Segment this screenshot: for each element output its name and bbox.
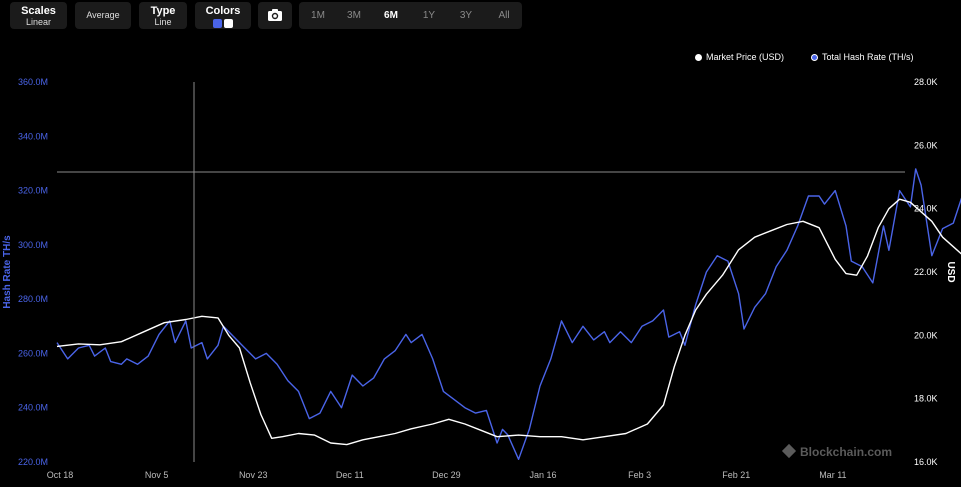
y-right-tick-label: 18.0K	[914, 394, 938, 404]
hash-rate-color-swatch[interactable]	[213, 19, 222, 28]
camera-icon	[268, 9, 282, 21]
y-right-tick-label: 24.0K	[914, 204, 938, 214]
range-1y-button[interactable]: 1Y	[422, 10, 436, 21]
y-left-tick-label: 300.0M	[18, 240, 48, 250]
series-layer	[56, 168, 961, 460]
y-left-tick-label: 260.0M	[18, 348, 48, 358]
market-price-color-swatch[interactable]	[224, 19, 233, 28]
y-left-tick-label: 320.0M	[18, 186, 48, 196]
scales-button[interactable]: Scales Linear	[10, 2, 67, 29]
type-value: Line	[154, 17, 172, 27]
x-tick-label: Oct 18	[47, 470, 74, 480]
hash-rate-series-line	[56, 168, 961, 460]
scales-label: Scales	[21, 5, 56, 17]
x-tick-label: Mar 11	[819, 470, 846, 480]
type-button[interactable]: Type Line	[139, 2, 187, 29]
y-left-tick-label: 280.0M	[18, 294, 48, 304]
x-tick-label: Dec 11	[336, 470, 364, 480]
colors-button[interactable]: Colors	[195, 2, 251, 29]
type-label: Type	[150, 5, 176, 17]
screenshot-button[interactable]	[258, 2, 292, 29]
blockchain-watermark: Blockchain.com	[781, 443, 893, 459]
legend-item-hash-rate[interactable]: Total Hash Rate (TH/s)	[811, 52, 914, 62]
y-axis-right: 16.0K 18.0K 20.0K 22.0K 24.0K 26.0K 28.0K	[914, 77, 938, 467]
x-tick-label: Nov 23	[239, 470, 268, 480]
y-axis-left: 220.0M 240.0M 260.0M 280.0M 300.0M 320.0M 340.…	[18, 77, 48, 467]
chart-toolbar: Scales Linear Average Type Line Colors 1…	[0, 0, 961, 32]
x-tick-label: Feb 21	[722, 470, 750, 480]
watermark-text: Blockchain.com	[800, 445, 893, 459]
x-tick-label: Dec 29	[432, 470, 461, 480]
scales-value: Linear	[25, 17, 52, 27]
y-right-tick-label: 26.0K	[914, 140, 938, 150]
y-axis-left-label: Hash Rate TH/s	[2, 235, 13, 309]
y-right-tick-label: 16.0K	[914, 457, 938, 467]
legend-item-market-price[interactable]: Market Price (USD)	[695, 52, 784, 62]
y-right-tick-label: 22.0K	[914, 267, 938, 277]
y-right-tick-label: 28.0K	[914, 77, 938, 87]
y-right-tick-label: 20.0K	[914, 330, 938, 340]
x-tick-label: Feb 3	[628, 470, 651, 480]
blockchain-logo-icon	[781, 443, 797, 459]
y-left-tick-label: 340.0M	[18, 131, 48, 141]
range-6m-button[interactable]: 6M	[384, 10, 398, 21]
y-axis-right-label: USD	[945, 261, 956, 282]
market-price-series-line	[56, 198, 961, 446]
market-price-legend-dot	[695, 54, 702, 61]
time-range-selector: 1M 3M 6M 1Y 3Y All	[299, 2, 522, 29]
legend-market-price-label: Market Price (USD)	[706, 52, 785, 62]
y-left-tick-label: 220.0M	[18, 457, 48, 467]
range-3m-button[interactable]: 3M	[347, 10, 361, 21]
average-label: Average	[86, 10, 120, 20]
range-all-button[interactable]: All	[498, 10, 510, 21]
colors-label: Colors	[205, 5, 241, 17]
range-1m-button[interactable]: 1M	[311, 10, 325, 21]
x-tick-label: Nov 5	[145, 470, 169, 480]
x-axis: Oct 18 Nov 5 Nov 23 Dec 11 Dec 29 Jan 16 Feb 3…	[47, 470, 847, 480]
hash-rate-legend-dot	[811, 54, 818, 61]
y-left-tick-label: 240.0M	[18, 403, 48, 413]
average-button[interactable]: Average	[75, 2, 131, 29]
range-3y-button[interactable]: 3Y	[459, 10, 473, 21]
y-left-tick-label: 360.0M	[18, 77, 48, 87]
x-tick-label: Jan 16	[530, 470, 557, 480]
legend-hash-rate-label: Total Hash Rate (TH/s)	[822, 52, 914, 62]
